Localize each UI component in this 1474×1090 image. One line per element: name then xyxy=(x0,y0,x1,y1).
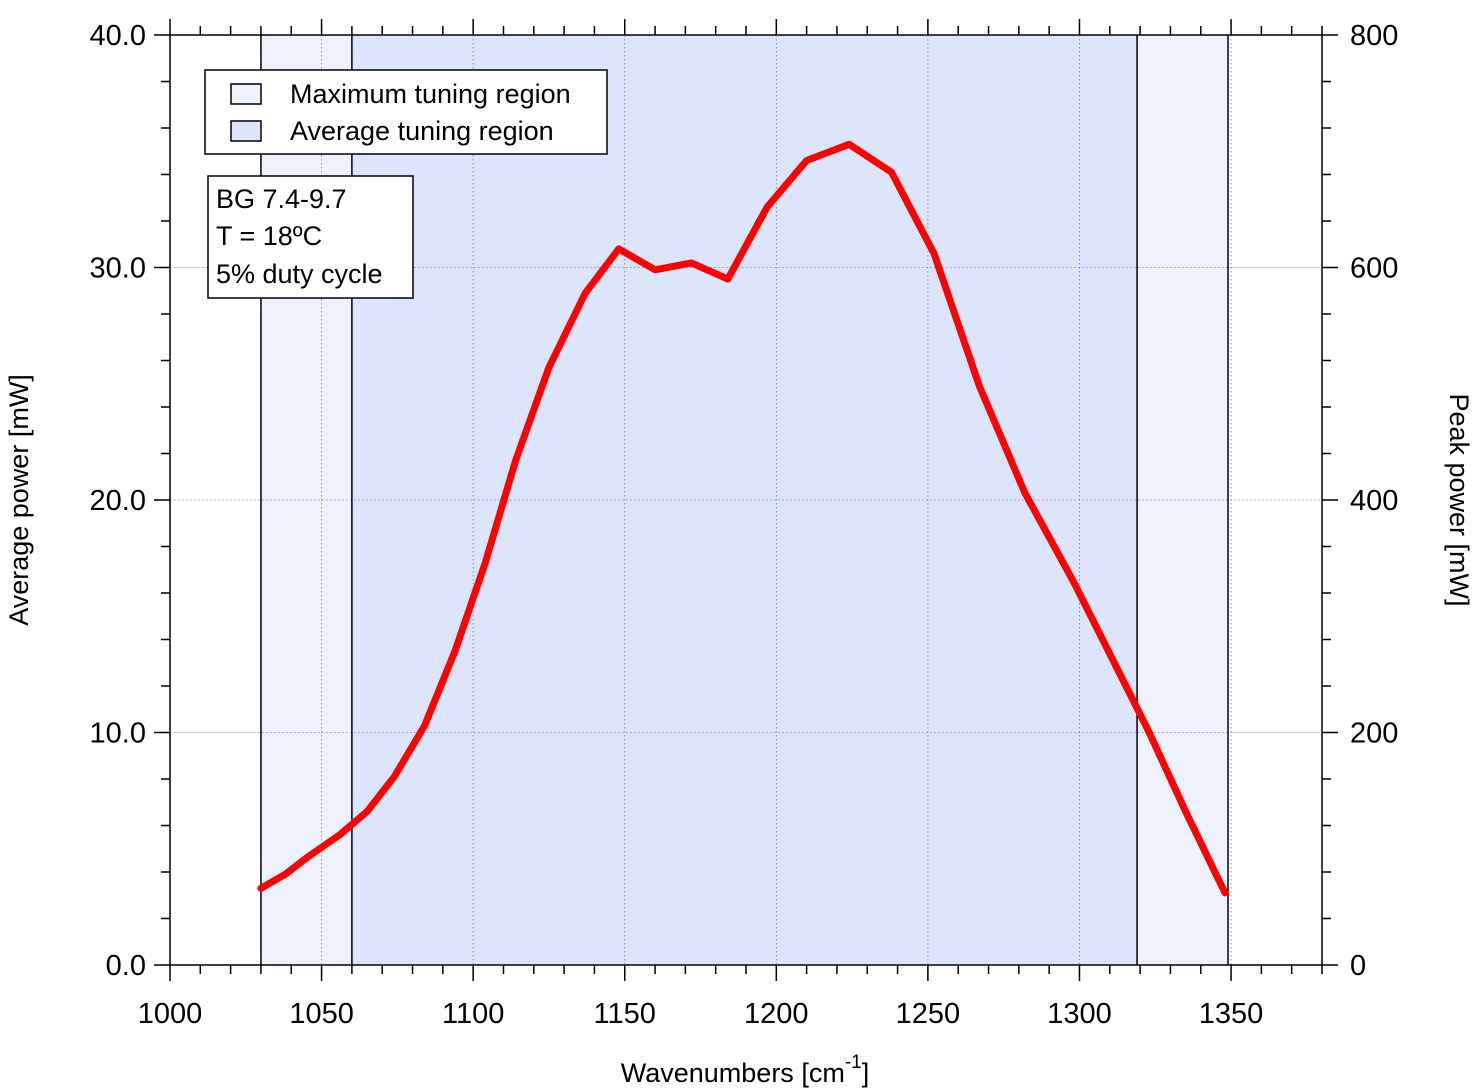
data-point xyxy=(584,292,586,294)
data-point xyxy=(393,776,395,778)
legend-swatch-maximum xyxy=(230,83,262,105)
series-line-0 xyxy=(257,140,1229,897)
x-tick-label: 1150 xyxy=(594,998,656,1030)
annotation-line-1: BG 7.4-9.7 xyxy=(216,184,347,214)
data-point xyxy=(766,206,768,208)
data-point xyxy=(308,855,310,857)
x-axis-title: Wavenumbers [cm-1] xyxy=(621,1052,869,1088)
data-point xyxy=(848,143,850,145)
x-tick-label: 1350 xyxy=(1199,998,1264,1030)
data-point xyxy=(366,811,368,813)
y2-axis-title: Peak power [mW] xyxy=(1444,393,1474,606)
y-tick-label: 20.0 xyxy=(90,485,146,517)
data-point xyxy=(690,262,692,264)
data-point xyxy=(1072,580,1074,582)
y2-tick-label: 800 xyxy=(1350,20,1398,52)
y2-tick-label: 400 xyxy=(1350,485,1398,517)
data-point xyxy=(515,459,517,461)
data-point xyxy=(339,834,341,836)
data-point xyxy=(484,562,486,564)
y2-tick-label: 600 xyxy=(1350,253,1398,285)
data-point xyxy=(933,253,935,255)
data-point xyxy=(1024,492,1026,494)
y-tick-label: 40.0 xyxy=(90,20,146,52)
data-point xyxy=(454,650,456,652)
annotation-line-3: 5% duty cycle xyxy=(216,259,383,289)
series-layer xyxy=(257,140,1229,897)
data-point xyxy=(1224,892,1226,894)
data-point xyxy=(284,873,286,875)
x-tick-label: 1250 xyxy=(896,998,961,1030)
legend: Maximum tuning region Average tuning reg… xyxy=(204,69,608,155)
legend-label-maximum: Maximum tuning region xyxy=(290,79,571,109)
axis-tick-labels: 1000 1050 1100 1150 1200 1250 1300 1350 0.0 10.0 2… xyxy=(90,20,1399,1030)
axis-ticks xyxy=(154,19,1338,981)
data-point xyxy=(1185,811,1187,813)
y2-tick-label: 0 xyxy=(1350,950,1366,982)
data-point xyxy=(891,171,893,173)
x-tick-label: 1300 xyxy=(1047,998,1112,1030)
data-point xyxy=(260,887,262,889)
data-point xyxy=(806,160,808,162)
legend-swatch-average xyxy=(230,120,262,142)
data-point xyxy=(727,278,729,280)
x-tick-label: 1000 xyxy=(138,998,203,1030)
data-point xyxy=(654,269,656,271)
y-axis-title: Average power [mW] xyxy=(4,374,34,626)
data-point xyxy=(548,366,550,368)
data-point xyxy=(978,385,980,387)
annotation-box xyxy=(207,175,414,299)
x-tick-label: 1050 xyxy=(289,998,354,1030)
y-tick-label: 10.0 xyxy=(90,718,146,750)
y-tick-label: 0.0 xyxy=(106,950,146,982)
legend-box xyxy=(204,69,608,155)
grid-lines xyxy=(170,35,1322,965)
data-point xyxy=(424,725,426,727)
data-point xyxy=(618,248,620,250)
data-point xyxy=(1118,671,1120,673)
legend-label-average: Average tuning region xyxy=(290,116,554,146)
annotation-line-2: T = 18ºC xyxy=(216,221,322,251)
x-axis-title-close: ] xyxy=(862,1058,870,1088)
x-tick-label: 1200 xyxy=(744,998,809,1030)
y-tick-label: 30.0 xyxy=(90,253,146,285)
x-tick-label: 1100 xyxy=(442,998,504,1030)
x-axis-title-main: Wavenumbers [cm xyxy=(621,1058,845,1088)
x-axis-title-superscript: -1 xyxy=(845,1052,862,1073)
data-point xyxy=(1148,732,1150,733)
annotation: BG 7.4-9.7 T = 18ºC 5% duty cycle xyxy=(207,175,414,299)
y2-tick-label: 200 xyxy=(1350,718,1398,750)
